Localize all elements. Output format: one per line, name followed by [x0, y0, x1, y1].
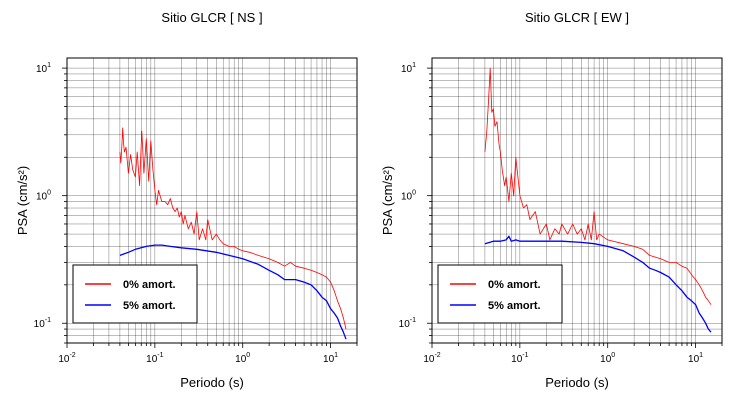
series-line-2: [484, 235, 712, 333]
series-line-2: [119, 244, 347, 340]
series-line-1: [484, 67, 712, 305]
tick-exponent: 0: [47, 190, 51, 197]
tick-exponent: -2: [434, 352, 440, 359]
legend-label: 0% amort.: [123, 279, 176, 291]
tick-base: 10: [34, 319, 46, 330]
tick-base: 10: [58, 354, 70, 365]
y-tick-label: 101: [36, 62, 51, 75]
legend-label: 5% amort.: [123, 300, 176, 312]
legend-box: [437, 264, 563, 324]
tick-exponent: 0: [246, 352, 250, 359]
legend-label: 5% amort.: [488, 300, 541, 312]
y-tick-label: 100: [401, 190, 416, 203]
x-axis-label: Periodo (s): [545, 375, 609, 390]
x-tick-label: 100: [600, 352, 615, 365]
tick-base: 10: [511, 354, 523, 365]
tick-exponent: -1: [410, 317, 416, 324]
tick-exponent: -1: [157, 352, 163, 359]
series-line-1: [119, 127, 347, 330]
x-tick-label: 10-1: [146, 352, 163, 365]
y-tick-label: 10-1: [399, 317, 416, 330]
tick-base: 10: [401, 64, 413, 75]
y-axis-label: PSA (cm/s²): [380, 166, 395, 235]
series-group: [484, 67, 712, 333]
y-axis-label: PSA (cm/s²): [15, 166, 30, 235]
legend: 0% amort. 5% amort.: [72, 264, 198, 324]
tick-base: 10: [323, 354, 335, 365]
tick-exponent: -1: [45, 317, 51, 324]
tick-exponent: -1: [522, 352, 528, 359]
tick-base: 10: [235, 354, 247, 365]
tick-base: 10: [399, 319, 411, 330]
tick-base: 10: [401, 192, 413, 203]
grid: [66, 58, 358, 344]
tick-base: 10: [688, 354, 700, 365]
x-tick-label: 101: [323, 352, 338, 365]
tick-base: 10: [146, 354, 158, 365]
legend-label: 0% amort.: [488, 279, 541, 291]
chart-title: Sitio GLCR [ EW ]: [525, 10, 629, 25]
y-tick-label: 10-1: [34, 317, 51, 330]
y-tick-label: 100: [36, 190, 51, 203]
tick-exponent: 1: [334, 352, 338, 359]
legend-box: [72, 264, 198, 324]
tick-exponent: 1: [47, 62, 51, 69]
x-tick-label: 10-1: [511, 352, 528, 365]
tick-exponent: 1: [412, 62, 416, 69]
chart-title: Sitio GLCR [ NS ]: [161, 10, 262, 25]
x-tick-label: 101: [688, 352, 703, 365]
tick-exponent: 0: [412, 190, 416, 197]
tick-base: 10: [36, 64, 48, 75]
tick-base: 10: [36, 192, 48, 203]
ticks: [62, 67, 358, 348]
series-group: [119, 127, 347, 340]
ticks: [427, 67, 723, 348]
tick-exponent: 0: [611, 352, 615, 359]
x-tick-label: 10-2: [423, 352, 440, 365]
tick-base: 10: [423, 354, 435, 365]
y-tick-label: 101: [401, 62, 416, 75]
tick-exponent: -2: [69, 352, 75, 359]
plot-frame: [66, 57, 358, 344]
tick-exponent: 1: [699, 352, 703, 359]
legend: 0% amort. 5% amort.: [437, 264, 563, 324]
x-tick-label: 10-2: [58, 352, 75, 365]
tick-base: 10: [600, 354, 612, 365]
x-axis-label: Periodo (s): [180, 375, 244, 390]
x-tick-label: 100: [235, 352, 250, 365]
plot-frame: [431, 57, 723, 344]
